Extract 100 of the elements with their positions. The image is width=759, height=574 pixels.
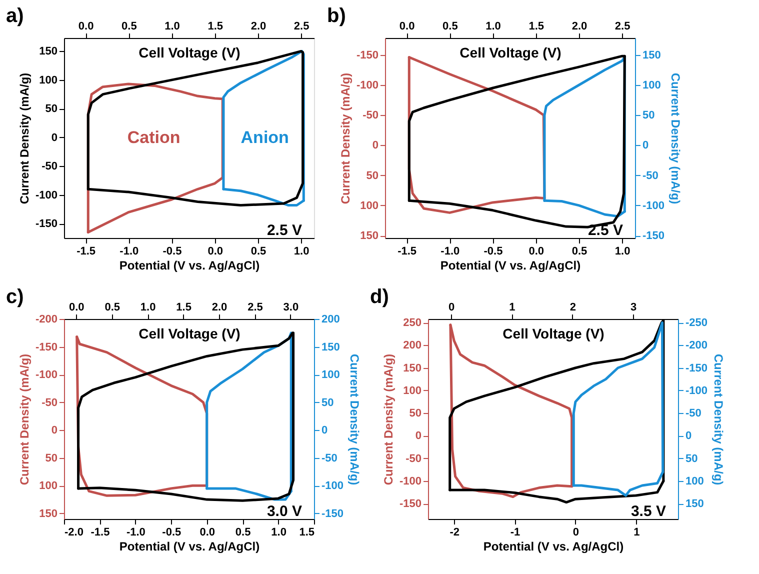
y-axis-title: Current Density (mA/g): [17, 354, 32, 486]
x2-tick-label: 1.0: [164, 20, 180, 32]
y-tick-label: -50: [362, 110, 378, 122]
x-tick-label: -1.0: [440, 246, 460, 258]
x-tick-label: 1.0: [614, 246, 630, 258]
x-tick-label: -1.5: [90, 526, 110, 538]
y2-tick-label: 150: [322, 341, 340, 354]
text: d): [370, 286, 389, 308]
y-tick-label: 50: [366, 170, 378, 182]
series-label: Anion: [240, 128, 289, 147]
x-tick-label: -2.0: [64, 526, 84, 538]
x2-tick-label: 3: [630, 302, 637, 314]
x-tick-label: 0.0: [528, 246, 544, 258]
x-tick-label: -0.5: [162, 246, 182, 258]
y2-tick-label: -100: [322, 480, 344, 492]
x-tick-label: 1: [634, 526, 640, 538]
y2-tick-label: 100: [642, 79, 661, 92]
x-tick-label: -0.5: [162, 526, 182, 538]
y-tick-label: 150: [39, 46, 58, 58]
annotation: 2.5 V: [266, 222, 302, 239]
x2-tick-label: 1.0: [486, 20, 501, 32]
x-tick-label: 1.0: [294, 246, 310, 258]
x-axis-title: Potential (V vs. Ag/AgCl): [119, 540, 260, 554]
y-tick-label: 100: [39, 74, 58, 86]
y-tick-label: 0: [415, 430, 422, 442]
x2-tick-label: 1.5: [528, 20, 544, 32]
x2-tick-label: 3.0: [283, 302, 299, 314]
x-tick-label: 1.5: [299, 526, 314, 538]
y-tick-label: 100: [360, 200, 378, 212]
y2-tick-label: -100: [686, 384, 708, 397]
y-axis-title: Current Density (mA/g): [381, 354, 396, 486]
x2-tick-label: 2.0: [572, 20, 588, 32]
x2-axis-title: Cell Voltage (V): [460, 44, 562, 60]
y2-tick-label: 50: [642, 110, 655, 122]
x-tick-label: -1: [510, 526, 520, 538]
x-tick-label: 0.0: [200, 526, 216, 538]
y-tick-label: -150: [356, 49, 378, 62]
x2-tick-label: 0.0: [68, 302, 84, 314]
x-tick-label: -0.5: [484, 246, 503, 258]
x-axis-title: Potential (V vs. Ag/AgCl): [483, 540, 624, 554]
x-tick-label: -1.0: [126, 526, 146, 538]
x-tick-label: -2: [450, 526, 460, 538]
y-tick-label: 0: [51, 424, 58, 437]
y2-tick-label: -50: [322, 452, 338, 464]
y-tick-label: -50: [42, 160, 58, 173]
y-tick-label: 50: [409, 408, 422, 420]
x2-tick-label: 2.5: [294, 20, 310, 32]
y2-tick-label: -50: [686, 408, 702, 420]
x2-tick-label: 0.5: [104, 302, 120, 314]
x2-tick-label: 0.0: [399, 20, 415, 32]
y2-tick-label: -150: [322, 508, 344, 520]
y-tick-label: 200: [403, 340, 422, 352]
text: a): [6, 5, 24, 27]
y-tick-label: -100: [35, 369, 58, 382]
y2-tick-label: -100: [642, 200, 665, 212]
x-tick-label: -1.0: [120, 246, 139, 258]
y2-tick-label: 0: [686, 430, 692, 442]
y-tick-label: 50: [45, 103, 58, 116]
y-tick-label: -150: [35, 341, 58, 354]
x2-axis-title: Cell Voltage (V): [502, 326, 604, 342]
y2-tick-label: 50: [322, 396, 334, 409]
y2-tick-label: 0: [642, 140, 649, 152]
text: c): [6, 286, 24, 308]
x-tick-label: -1.5: [398, 246, 417, 258]
annotation: 3.5 V: [630, 503, 666, 520]
x2-tick-label: 1: [509, 302, 516, 314]
x-tick-label: 0: [572, 526, 580, 538]
y2-tick-label: -200: [686, 340, 708, 352]
x2-tick-label: 1.0: [140, 302, 156, 314]
y2-tick-label: 100: [686, 475, 704, 488]
x2-tick-label: 0: [448, 302, 455, 314]
x2-tick-label: 2.0: [250, 20, 266, 32]
x-tick-label: 0.5: [250, 246, 266, 258]
y2-axis-title: Current Density (mA/g): [668, 72, 683, 204]
y-tick-label: 100: [39, 480, 58, 492]
y2-axis-title: Current Density (mA/g): [348, 354, 362, 486]
y2-tick-label: -250: [686, 317, 708, 330]
y2-axis-title: Current Density (mA/g): [712, 354, 726, 486]
x-tick-label: 0.5: [235, 526, 251, 538]
x2-axis-title: Cell Voltage (V): [138, 326, 240, 342]
x2-tick-label: 2: [570, 302, 576, 314]
x2-tick-label: 0.5: [442, 20, 458, 32]
x2-tick-label: 1.5: [176, 302, 192, 314]
y-tick-label: -150: [35, 218, 58, 230]
x2-tick-label: 0.0: [78, 20, 94, 32]
x2-tick-label: 1.5: [208, 20, 224, 32]
y-tick-label: 0: [372, 140, 378, 152]
y2-tick-label: 150: [642, 49, 661, 62]
y-tick-label: 250: [403, 317, 422, 330]
x-tick-label: 0.5: [572, 246, 588, 258]
y-tick-label: 150: [403, 362, 422, 374]
x-tick-label: -1.5: [76, 246, 96, 258]
y-tick-label: 100: [403, 384, 422, 397]
y-tick-label: 50: [45, 452, 58, 464]
x2-axis-title: Cell Voltage (V): [138, 44, 240, 60]
y2-tick-label: 0: [322, 424, 328, 437]
y2-tick-label: -150: [686, 362, 708, 374]
y-tick-label: -100: [356, 79, 378, 92]
y-axis-title: Current Density (mA/g): [338, 72, 352, 204]
y-tick-label: -100: [35, 189, 58, 202]
